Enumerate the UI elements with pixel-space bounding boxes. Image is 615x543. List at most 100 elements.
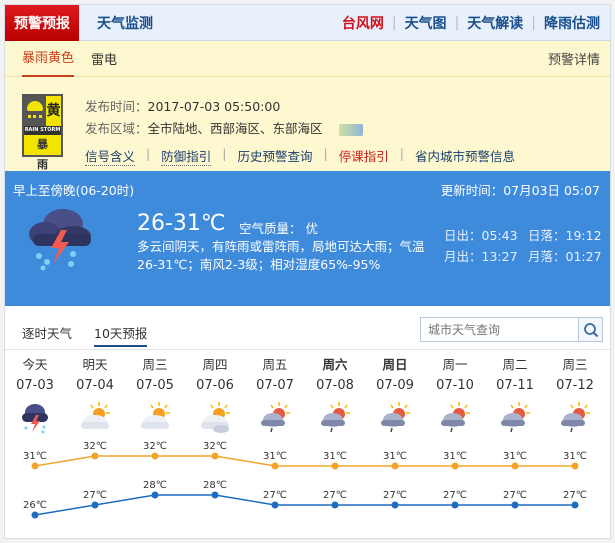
low-temp-point [511,501,519,509]
date: 07-09 [376,378,414,393]
date: 07-12 [556,378,594,393]
high-temp-label: 31℃ [443,451,467,462]
update-time: 更新时间：07月03日 05:07 [440,183,600,198]
search-button[interactable] [578,318,602,341]
link-weather-map[interactable]: 天气图 [404,16,447,32]
tab-rainstorm-yellow[interactable]: 暴雨黄色 [22,41,75,77]
publish-area: 发布区域：全市陆地、西部海区、东部海区 [85,118,363,137]
map-icon[interactable] [338,123,363,136]
link-province-warnings[interactable]: 省内城市预警信息 [414,149,515,164]
search-icon [583,322,598,337]
weather-widget: 预警预报 天气监测 台风网 | 天气图 | 天气解读 | 降雨估测 暴雨黄色 雷电 预… [4,4,611,539]
high-temp-point [271,462,279,470]
weekday: 周五 [262,357,288,372]
low-temp-line [34,494,575,516]
city-search [420,317,603,342]
city-search-input[interactable] [421,318,578,341]
forecast-description: 多云间阴天，有阵雨或雷阵雨，局地可达大雨；气温26-31℃；南风2-3级；相对湿… [137,239,425,272]
sun-cloud-rain-icon [261,402,290,433]
weekday: 周三 [562,357,588,372]
high-temp-point [91,452,99,460]
warning-panel: 暴雨黄色 雷电 预警详情 黄 RAIN STORM 暴 雨 发布时间：2017-… [5,41,610,171]
high-temp-line [34,455,575,467]
sun-clouds-icon [201,402,230,433]
low-temp-label: 27℃ [563,490,587,501]
date: 07-06 [196,378,234,393]
date: 07-04 [76,378,114,393]
warning-detail-link[interactable]: 预警详情 [547,53,600,68]
sun-cloud-icon [81,402,110,429]
weekday: 周一 [442,357,468,372]
low-temp-point [151,491,159,499]
weekday: 明天 [82,357,108,372]
link-weather-analysis[interactable]: 天气解读 [467,16,524,32]
high-temp-label: 31℃ [503,451,527,462]
low-temp-label: 27℃ [443,490,467,501]
low-temp-label: 28℃ [203,480,227,491]
thunder-rain-icon [29,209,91,271]
temperature-chart: 31℃ 32℃ 32℃ 32℃ 31℃ 31℃ 31℃ 31℃ 31℃ 31℃ 26℃ 27℃ 28℃ 2… [23,441,587,519]
tab-thunder[interactable]: 雷电 [91,53,118,68]
period: 早上至傍晚(06-20时) [13,183,135,198]
high-temp-label: 31℃ [383,451,407,462]
high-temp-label: 32℃ [143,441,167,452]
high-temp-label: 31℃ [23,451,47,462]
sunrise: 日出：05:43 [444,228,518,243]
signal-cn: 暴 雨 [37,138,52,171]
high-temp-point [511,462,519,470]
low-temp-point [331,501,339,509]
forecast-tabs: 逐时天气 10天预报 [5,306,610,350]
date: 07-07 [256,378,294,393]
air-quality: 空气质量： 优 [239,221,318,236]
weekday: 周日 [382,357,408,372]
high-temp-point [151,452,159,460]
low-temp-label: 27℃ [503,490,527,501]
signal-en: RAIN STORM [24,126,61,135]
low-temp-point [31,511,39,519]
low-temp-label: 27℃ [383,490,407,501]
high-temp-label: 32℃ [203,441,227,452]
high-temp-point [391,462,399,470]
link-history[interactable]: 历史预警查询 [237,149,313,164]
link-defense-guide[interactable]: 防御指引 [161,146,212,166]
high-temp-point [451,462,459,470]
tab-weather-monitor[interactable]: 天气监测 [97,15,153,32]
high-temp-point [571,462,579,470]
date: 07-05 [136,378,174,393]
date: 07-03 [16,378,54,393]
tab-warning-forecast[interactable]: 预警预报 [5,4,79,41]
high-temp-label: 31℃ [563,451,587,462]
high-temp-point [331,462,339,470]
link-rain-estimate[interactable]: 降雨估测 [544,16,600,32]
link-class-suspension[interactable]: 停课指引 [338,149,389,164]
sun-cloud-rain-icon [441,402,470,433]
moonset: 月落：01:27 [528,249,602,264]
weekday: 周三 [142,357,168,372]
low-temp-label: 27℃ [83,490,107,501]
signal-level: 黄 [46,103,61,119]
sun-cloud-rain-icon [381,402,410,433]
sunset: 日落：19:12 [528,228,602,243]
link-signal-meaning[interactable]: 信号含义 [85,146,136,166]
temperature-range: 26-31℃ [137,211,226,236]
weekday: 周二 [502,357,528,372]
top-nav: 预警预报 天气监测 台风网 | 天气图 | 天气解读 | 降雨估测 [5,4,610,41]
sun-cloud-icon [141,402,170,429]
date: 07-11 [496,378,534,393]
thunder-rain-icon [22,404,48,434]
link-typhoon[interactable]: 台风网 [341,16,384,32]
sun-cloud-rain-icon [321,402,350,433]
current-forecast-panel: 早上至傍晚(06-20时) 更新时间：07月03日 05:07 26-31℃ 空… [5,171,610,306]
tab-10-day[interactable]: 10天预报 [94,323,148,347]
publish-time: 发布时间：2017-07-03 05:50:00 [85,99,281,114]
sun-cloud-rain-icon [501,402,530,433]
high-temp-label: 31℃ [263,451,287,462]
tab-hourly[interactable]: 逐时天气 [22,326,73,341]
high-temp-point [211,452,219,460]
low-temp-point [571,501,579,509]
sun-cloud-rain-icon [561,402,590,433]
date: 07-08 [316,378,354,393]
date: 07-10 [436,378,474,393]
ten-day-forecast: 31℃ 32℃ 32℃ 32℃ 31℃ 31℃ 31℃ 31℃ 31℃ 31℃ 26℃ 27℃ 28℃ 2… [5,350,610,540]
weekday: 周四 [202,357,228,372]
